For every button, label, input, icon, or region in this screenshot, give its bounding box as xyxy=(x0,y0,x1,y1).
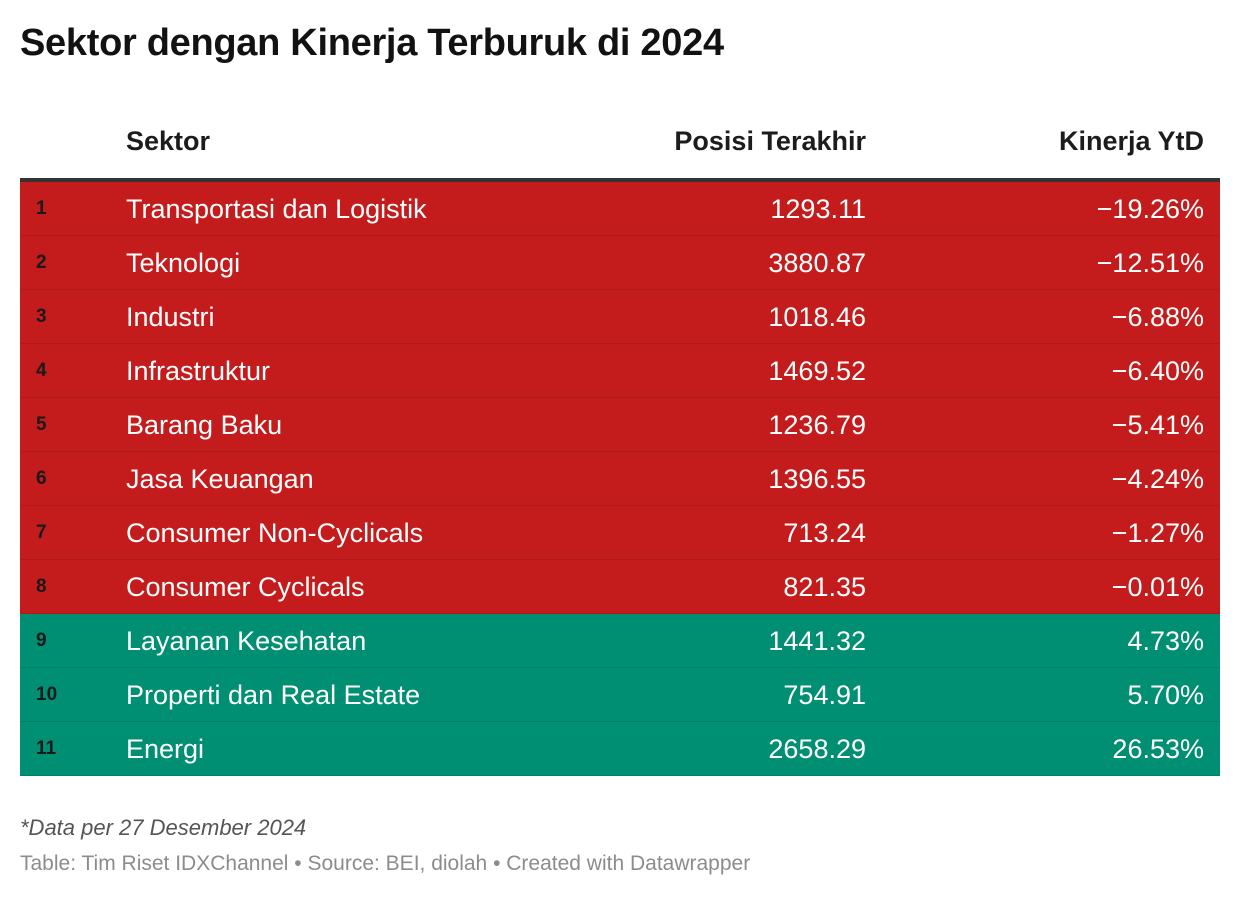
column-header-kinerja-ytd: Kinerja YtD xyxy=(1058,126,1204,156)
row-posisi-terakhir: 3880.87 xyxy=(768,248,866,278)
table-row: 3 Industri 1018.46 −6.88% xyxy=(20,290,1220,344)
row-sektor: Jasa Keuangan xyxy=(126,464,314,494)
row-posisi-terakhir: 1293.11 xyxy=(770,194,866,224)
row-rank: 5 xyxy=(36,414,47,435)
table-row: 10 Properti dan Real Estate 754.91 5.70% xyxy=(20,668,1220,722)
table-header: Sektor Posisi Terakhir Kinerja YtD xyxy=(20,118,1220,182)
table-row: 11 Energi 2658.29 26.53% xyxy=(20,722,1220,776)
row-kinerja-ytd: −5.41% xyxy=(1111,410,1204,440)
table-row: 4 Infrastruktur 1469.52 −6.40% xyxy=(20,344,1220,398)
row-rank: 9 xyxy=(36,630,47,651)
row-rank: 1 xyxy=(36,198,47,219)
row-sektor: Industri xyxy=(126,302,215,332)
row-rank: 8 xyxy=(36,576,47,597)
row-rank: 11 xyxy=(36,738,57,759)
row-rank: 6 xyxy=(36,468,47,489)
table-row: 6 Jasa Keuangan 1396.55 −4.24% xyxy=(20,452,1220,506)
row-sektor: Layanan Kesehatan xyxy=(126,626,367,656)
table-body: 1 Transportasi dan Logistik 1293.11 −19.26%… xyxy=(20,182,1220,776)
data-table: Sektor Posisi Terakhir Kinerja YtD 1 Tran… xyxy=(20,118,1220,776)
row-kinerja-ytd: 4.73% xyxy=(1127,626,1204,656)
source-footer: Table: Tim Riset IDXChannel • Source: BE… xyxy=(20,852,751,875)
row-rank: 3 xyxy=(36,306,47,327)
row-sektor: Barang Baku xyxy=(126,410,283,440)
row-kinerja-ytd: 26.53% xyxy=(1112,734,1204,764)
row-posisi-terakhir: 754.91 xyxy=(783,680,866,710)
row-kinerja-ytd: −19.26% xyxy=(1096,194,1204,224)
row-kinerja-ytd: −0.01% xyxy=(1111,572,1204,602)
table-row: 5 Barang Baku 1236.79 −5.41% xyxy=(20,398,1220,452)
row-sektor: Consumer Non-Cyclicals xyxy=(126,518,424,548)
chart-title: Sektor dengan Kinerja Terburuk di 2024 xyxy=(20,22,724,64)
row-sektor: Transportasi dan Logistik xyxy=(126,194,427,224)
row-rank: 4 xyxy=(36,360,47,381)
row-kinerja-ytd: −6.40% xyxy=(1111,356,1204,386)
row-posisi-terakhir: 1236.79 xyxy=(768,410,866,440)
row-sektor: Teknologi xyxy=(126,248,241,278)
table-row: 1 Transportasi dan Logistik 1293.11 −19.26% xyxy=(20,182,1220,236)
row-sektor: Infrastruktur xyxy=(126,356,271,386)
row-rank: 2 xyxy=(36,252,47,273)
column-header-posisi-terakhir: Posisi Terakhir xyxy=(674,126,866,156)
row-kinerja-ytd: −1.27% xyxy=(1111,518,1204,548)
row-posisi-terakhir: 1396.55 xyxy=(768,464,866,494)
table-row: 9 Layanan Kesehatan 1441.32 4.73% xyxy=(20,614,1220,668)
row-sektor: Energi xyxy=(126,734,205,764)
row-posisi-terakhir: 713.24 xyxy=(783,518,866,548)
table-row: 2 Teknologi 3880.87 −12.51% xyxy=(20,236,1220,290)
row-kinerja-ytd: 5.70% xyxy=(1127,680,1204,710)
row-rank: 10 xyxy=(36,684,58,705)
row-sektor: Consumer Cyclicals xyxy=(126,572,365,602)
table-row: 7 Consumer Non-Cyclicals 713.24 −1.27% xyxy=(20,506,1220,560)
row-kinerja-ytd: −4.24% xyxy=(1111,464,1204,494)
row-posisi-terakhir: 1441.32 xyxy=(768,626,866,656)
row-posisi-terakhir: 1018.46 xyxy=(768,302,866,332)
row-kinerja-ytd: −6.88% xyxy=(1111,302,1204,332)
row-posisi-terakhir: 1469.52 xyxy=(768,356,866,386)
row-rank: 7 xyxy=(36,522,47,543)
row-sektor: Properti dan Real Estate xyxy=(126,680,421,710)
data-note: *Data per 27 Desember 2024 xyxy=(20,815,307,840)
table-row: 8 Consumer Cyclicals 821.35 −0.01% xyxy=(20,560,1220,614)
row-posisi-terakhir: 821.35 xyxy=(783,572,866,602)
row-posisi-terakhir: 2658.29 xyxy=(768,734,866,764)
row-kinerja-ytd: −12.51% xyxy=(1096,248,1204,278)
column-header-sektor: Sektor xyxy=(126,126,211,156)
